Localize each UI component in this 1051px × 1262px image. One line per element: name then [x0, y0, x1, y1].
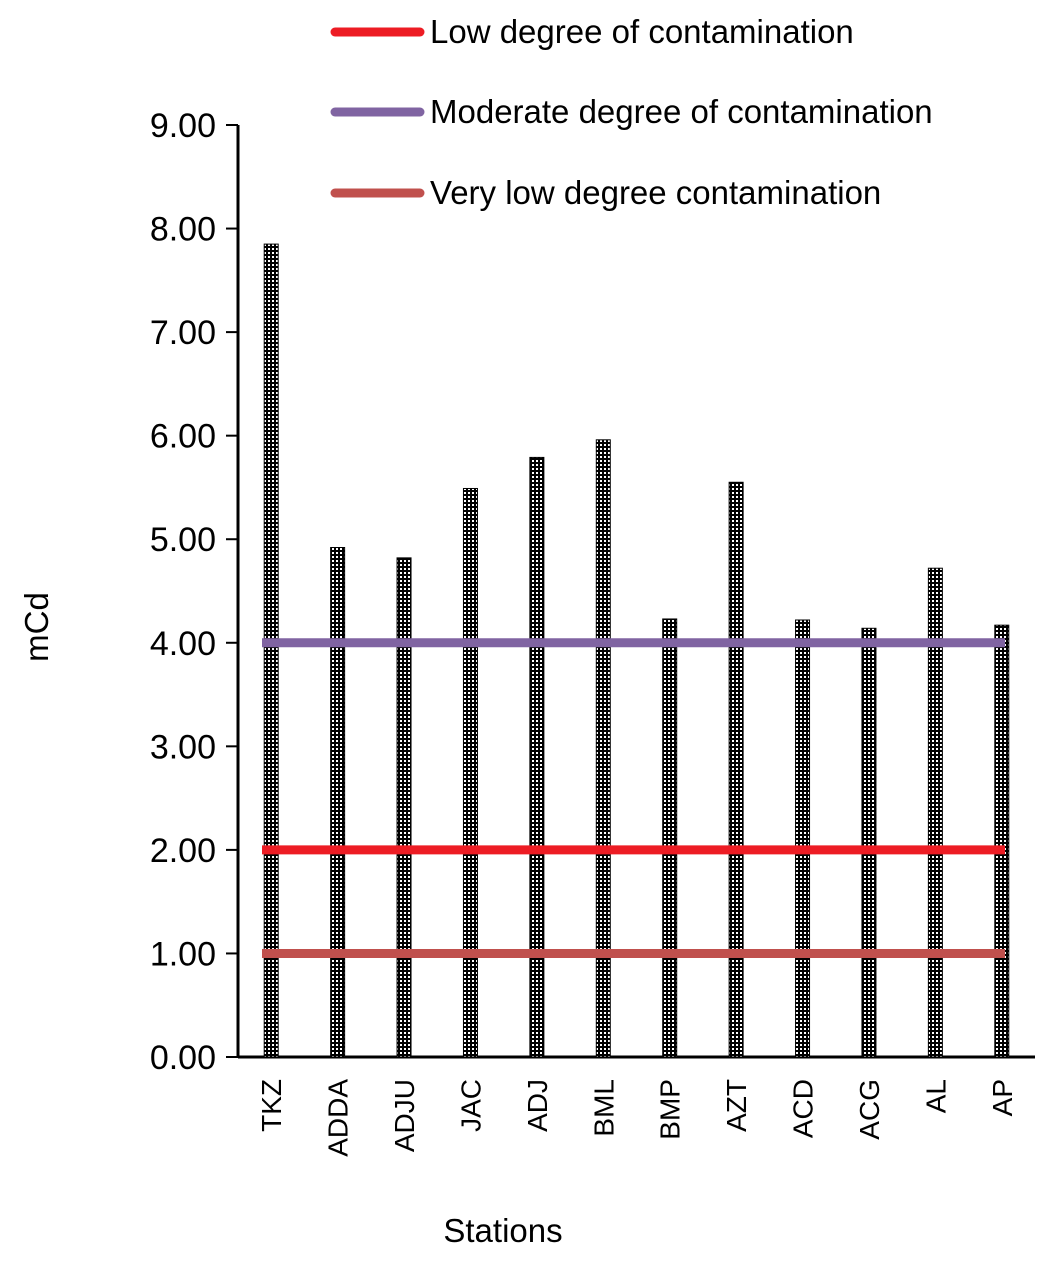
y-tick-label: 9.00: [150, 107, 216, 145]
x-tick-label: AP: [987, 1079, 1018, 1116]
x-tick-labels: TKZ ADDA ADJU JAC ADJ BML BMP AZT ACD ACG AL AP: [256, 1079, 1018, 1157]
x-tick-label: ACG: [854, 1079, 885, 1140]
bar-adju: [396, 557, 412, 1058]
y-axis-title: mCd: [18, 592, 55, 662]
y-tick-label: 0.00: [150, 1039, 216, 1077]
x-tick-label: ADDA: [323, 1079, 354, 1157]
x-tick-label: BML: [588, 1079, 619, 1137]
bars: [263, 243, 1010, 1058]
bar-acd: [795, 619, 811, 1058]
bar-acg: [861, 627, 877, 1058]
y-tick-label: 3.00: [150, 728, 216, 766]
bar-jac: [462, 487, 478, 1058]
bar-ap: [994, 624, 1010, 1058]
bar-bml: [595, 439, 611, 1058]
x-axis-title: Stations: [443, 1212, 562, 1249]
x-tick-label: TKZ: [256, 1079, 287, 1132]
y-ticks: 0.00 1.00 2.00 3.00 4.00 5.00 6.00 7.00 8.00 9.00: [150, 107, 238, 1077]
x-tick-label: AL: [920, 1079, 951, 1113]
legend-label: Very low degree contamination: [430, 174, 881, 211]
bar-al: [927, 567, 943, 1058]
x-tick-label: ACD: [788, 1079, 819, 1138]
x-tick-label: ADJU: [389, 1079, 420, 1152]
x-tick-label: AZT: [721, 1079, 752, 1132]
x-tick-label: BMP: [655, 1079, 686, 1140]
bar-tkz: [263, 243, 279, 1058]
legend-label: Moderate degree of contamination: [430, 93, 933, 130]
y-tick-label: 4.00: [150, 625, 216, 663]
y-tick-label: 7.00: [150, 314, 216, 352]
axes: [236, 125, 1035, 1059]
legend-label: Low degree of contamination: [430, 13, 854, 50]
bar-adda: [330, 547, 346, 1058]
y-tick-label: 2.00: [150, 832, 216, 870]
x-tick-label: ADJ: [522, 1079, 553, 1132]
bar-adj: [529, 456, 545, 1058]
y-tick-label: 8.00: [150, 211, 216, 249]
y-tick-label: 5.00: [150, 521, 216, 559]
reference-lines: [262, 638, 1005, 958]
legend: Low degree of contamination Moderate degr…: [330, 13, 933, 211]
bar-azt: [728, 481, 744, 1058]
y-tick-label: 1.00: [150, 935, 216, 973]
y-tick-label: 6.00: [150, 418, 216, 456]
bar-bmp: [662, 618, 678, 1058]
x-tick-label: JAC: [455, 1079, 486, 1132]
